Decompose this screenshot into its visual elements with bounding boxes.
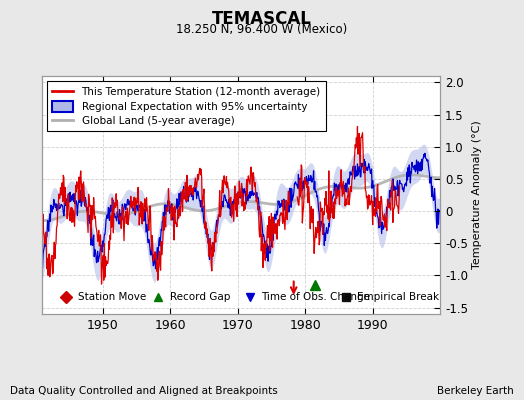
Text: Data Quality Controlled and Aligned at Breakpoints: Data Quality Controlled and Aligned at B… <box>10 386 278 396</box>
Text: 18.250 N, 96.400 W (Mexico): 18.250 N, 96.400 W (Mexico) <box>177 23 347 36</box>
Legend: This Temperature Station (12-month average), Regional Expectation with 95% uncer: This Temperature Station (12-month avera… <box>47 81 326 132</box>
Text: Empirical Break: Empirical Break <box>357 292 439 302</box>
Text: Berkeley Earth: Berkeley Earth <box>437 386 514 396</box>
Y-axis label: Temperature Anomaly (°C): Temperature Anomaly (°C) <box>472 121 482 269</box>
Text: TEMASCAL: TEMASCAL <box>212 10 312 28</box>
Text: Station Move: Station Move <box>78 292 146 302</box>
Text: Record Gap: Record Gap <box>170 292 230 302</box>
Text: Time of Obs. Change: Time of Obs. Change <box>261 292 370 302</box>
